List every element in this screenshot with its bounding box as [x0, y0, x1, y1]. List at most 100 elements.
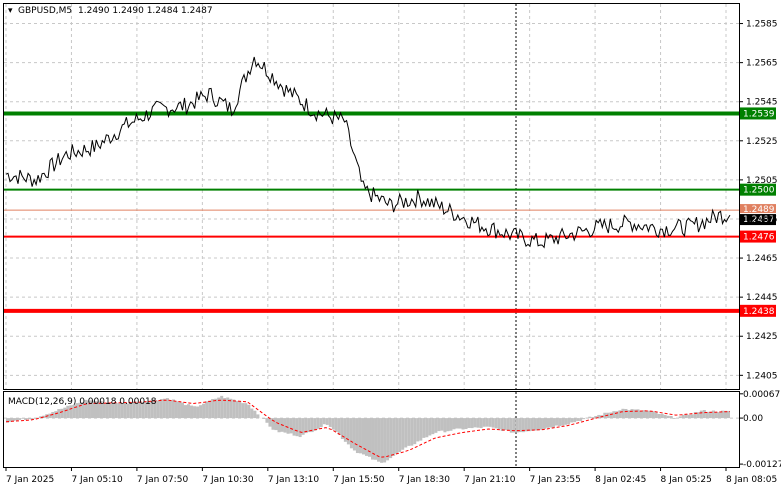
x-tick-label: 7 Jan 21:10 — [464, 475, 516, 485]
macd-bar — [633, 409, 637, 419]
macd-bar — [591, 417, 595, 419]
macd-bar — [15, 418, 19, 421]
macd-bar — [506, 418, 510, 431]
macd-bar — [470, 418, 474, 429]
macd-bar — [138, 402, 142, 419]
macd-bar — [639, 410, 643, 419]
macd-bar — [129, 402, 133, 419]
macd-bar — [171, 399, 175, 419]
macd-bar — [199, 405, 203, 419]
macd-bar — [654, 412, 658, 419]
macd-bar — [392, 418, 396, 456]
macd-bar — [57, 409, 61, 419]
macd-bar — [331, 418, 335, 430]
macd-bar — [567, 418, 571, 425]
main-grid — [4, 4, 739, 389]
macd-bar — [377, 418, 381, 462]
macd-bar — [21, 418, 25, 419]
level-label: 1.2476 — [743, 233, 775, 243]
macd-bar — [422, 418, 426, 438]
macd-bar — [437, 418, 441, 432]
macd-bar — [196, 406, 200, 419]
y-tick-label: 1.2465 — [746, 254, 778, 264]
x-tick-label: 7 Jan 18:30 — [399, 475, 451, 485]
macd-bar — [374, 418, 378, 460]
macd-bar — [358, 418, 362, 454]
macd-bar — [636, 409, 640, 419]
macd-bar — [87, 400, 91, 419]
macd-bar — [434, 418, 438, 433]
macd-bar — [479, 418, 483, 429]
macd-bar — [69, 405, 73, 419]
macd-bar — [147, 400, 151, 419]
macd-bar — [262, 418, 266, 419]
macd-bar — [723, 410, 727, 419]
macd-bar — [105, 402, 109, 419]
macd-bar — [573, 418, 577, 423]
y-tick-label: 0.00067 — [743, 390, 780, 400]
macd-bar — [539, 418, 543, 430]
macd-bar — [579, 418, 583, 422]
macd-bar — [217, 397, 221, 419]
macd-bar — [235, 400, 239, 419]
macd-bar — [389, 418, 393, 459]
macd-bar — [386, 418, 390, 461]
macd-bar — [63, 407, 67, 419]
macd-bar — [696, 412, 700, 419]
y-tick-label: 1.2585 — [746, 20, 778, 30]
macd-bar — [443, 418, 447, 433]
y-tick-label: 1.2545 — [746, 98, 778, 108]
macd-bar — [90, 400, 94, 419]
macd-bar — [174, 401, 178, 419]
macd-bar — [588, 416, 592, 419]
macd-bar — [690, 414, 694, 419]
macd-bar — [334, 418, 338, 432]
symbol-label: GBPUSD,M5 — [18, 6, 72, 16]
level-label-box — [740, 183, 776, 196]
macd-bar — [440, 418, 444, 431]
macd-bar — [726, 410, 730, 419]
macd-bar — [533, 418, 537, 431]
macd-bar — [24, 418, 28, 421]
macd-bar — [383, 418, 387, 463]
main-plot-frame — [3, 3, 740, 390]
macd-bar — [509, 418, 513, 433]
macd-bar — [232, 399, 236, 419]
macd-bar — [223, 398, 227, 419]
level-label: 1.2438 — [743, 307, 775, 317]
symbol-dropdown-icon[interactable]: ▾ — [8, 6, 13, 16]
macd-bar — [621, 408, 625, 419]
macd-bar — [48, 413, 52, 419]
macd-bar — [431, 418, 435, 435]
level-label: 1.2500 — [743, 186, 775, 196]
macd-bar — [699, 410, 703, 419]
x-tick-label: 8 Jan 02:45 — [595, 475, 646, 485]
macd-bar — [711, 410, 715, 419]
y-tick-label: -0.00127 — [743, 460, 781, 470]
macd-bar — [214, 398, 218, 419]
macd-bar — [684, 414, 688, 419]
macd-bar — [564, 418, 568, 425]
macd-bar — [570, 418, 574, 423]
macd-bar — [325, 418, 329, 425]
macd-bar — [301, 418, 305, 435]
macd-bar — [530, 418, 534, 431]
y-tick-label: 1.2405 — [746, 371, 778, 381]
macd-bar — [268, 418, 272, 427]
macd-bar — [542, 418, 546, 429]
macd-bar — [307, 418, 311, 433]
macd-bar — [615, 411, 619, 419]
macd-bar — [549, 418, 553, 428]
macd-bar — [51, 411, 55, 419]
level-label-box — [740, 304, 776, 317]
macd-bar — [512, 418, 516, 433]
x-tick-label: 7 Jan 05:10 — [71, 475, 123, 485]
y-tick-label: 1.2445 — [746, 293, 778, 303]
macd-bar — [609, 412, 613, 419]
macd-bar — [419, 418, 423, 441]
macd-bar — [527, 418, 531, 432]
macd-bar — [651, 411, 655, 419]
macd-bar — [368, 418, 372, 457]
time-axis: 7 Jan 2025 7 Jan 05:10 7 Jan 07:50 7 Jan 10… — [5, 467, 777, 485]
